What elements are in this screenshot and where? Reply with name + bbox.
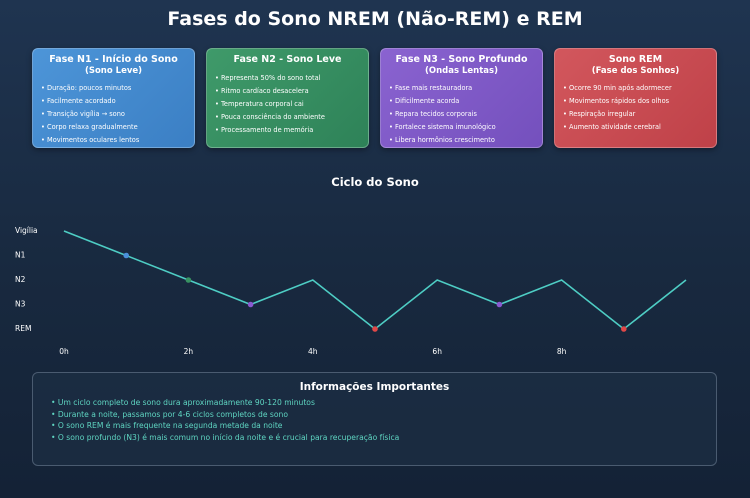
list-item: Pouca consciência do ambiente [215, 111, 362, 124]
card-phase-n1: Fase N1 - Início do Sono (Sono Leve) Dur… [32, 48, 195, 148]
list-item: Movimentos oculares lentos [41, 134, 188, 147]
card-subtitle: (Ondas Lentas) [425, 66, 498, 76]
list-item: Fase mais restauradora [389, 82, 536, 95]
info-item: O sono profundo (N3) é mais comum no iní… [51, 432, 698, 444]
y-tick-label: N2 [15, 275, 26, 284]
info-item: Durante a noite, passamos por 4-6 ciclos… [51, 409, 698, 421]
list-item: Duração: poucos minutos [41, 82, 188, 95]
card-title: Fase N3 - Sono Profundo [395, 54, 528, 65]
list-item: Respiração irregular [563, 108, 710, 121]
card-phase-rem: Sono REM (Fase dos Sonhos) Ocorre 90 min… [554, 48, 717, 148]
x-tick-label: 8h [557, 347, 567, 356]
x-tick-label: 4h [308, 347, 318, 356]
sleep-cycle-line [63, 230, 687, 331]
card-list: Representa 50% do sono total Ritmo cardí… [213, 72, 362, 137]
list-item: Dificilmente acorda [389, 95, 536, 108]
stage-marker [123, 252, 129, 259]
y-tick-label: N3 [15, 300, 26, 309]
x-tick-label: 2h [184, 347, 194, 356]
info-item: O sono REM é mais frequente na segunda m… [51, 420, 698, 432]
card-list: Ocorre 90 min após adormecer Movimentos … [561, 82, 710, 134]
list-item: Temperatura corporal cai [215, 98, 362, 111]
sleep-cycle-chart: Vigília N1 N2 N3 REM 0h 2h 4h 6h 8h [15, 226, 687, 356]
stage-marker [185, 277, 192, 283]
card-subtitle: (Fase dos Sonhos) [591, 66, 680, 76]
y-tick-label: Vigília [15, 226, 38, 235]
card-subtitle: (Sono Leve) [84, 66, 143, 76]
list-item: Facilmente acordado [41, 95, 188, 108]
list-item: Repara tecidos corporais [389, 108, 536, 121]
list-item: Ocorre 90 min após adormecer [563, 82, 710, 95]
list-item: Movimentos rápidos dos olhos [563, 95, 710, 108]
chart-title: Ciclo do Sono [331, 175, 419, 189]
info-title: Informações Importantes [299, 381, 450, 393]
list-item: Processamento de memória [215, 124, 362, 137]
card-phase-n3: Fase N3 - Sono Profundo (Ondas Lentas) F… [380, 48, 543, 148]
info-item: Um ciclo completo de sono dura aproximad… [51, 397, 698, 409]
info-list: Um ciclo completo de sono dura aproximad… [51, 397, 698, 443]
list-item: Libera hormônios crescimento [389, 134, 536, 147]
list-item: Ritmo cardíaco desacelera [215, 85, 362, 98]
list-item: Aumento atividade cerebral [563, 121, 710, 134]
stage-marker [247, 301, 254, 308]
card-list: Duração: poucos minutos Facilmente acord… [39, 82, 188, 147]
page-title: Fases do Sono NREM (Não-REM) e REM [167, 8, 583, 30]
x-tick-label: 0h [59, 347, 69, 356]
list-item: Corpo relaxa gradualmente [41, 121, 188, 134]
card-title: Fase N1 - Início do Sono [49, 54, 178, 65]
stage-marker [621, 326, 627, 332]
list-item: Fortalece sistema imunológico [389, 121, 536, 134]
card-phase-n2: Fase N2 - Sono Leve Representa 50% do so… [206, 48, 369, 148]
stage-marker [372, 326, 378, 332]
card-list: Fase mais restauradora Dificilmente acor… [387, 82, 536, 147]
x-tick-label: 6h [432, 347, 442, 356]
card-title: Fase N2 - Sono Leve [233, 54, 342, 65]
card-title: Sono REM [608, 54, 663, 65]
list-item: Representa 50% do sono total [215, 72, 362, 85]
list-item: Transição vigília → sono [41, 108, 188, 121]
stage-marker [496, 301, 503, 308]
info-panel: Informações Importantes Um ciclo complet… [32, 372, 717, 466]
y-tick-label: N1 [15, 251, 26, 260]
y-tick-label: REM [15, 324, 31, 333]
